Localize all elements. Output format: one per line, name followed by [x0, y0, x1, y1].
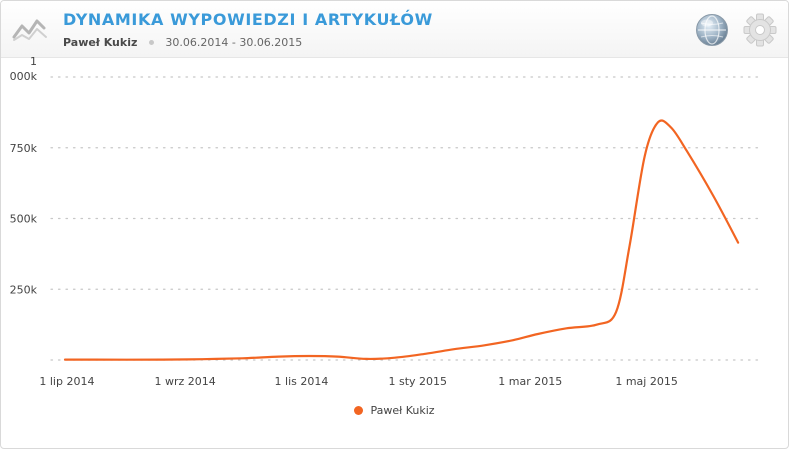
date-range: 30.06.2014 - 30.06.2015	[165, 36, 303, 49]
globe-icon[interactable]	[695, 13, 729, 47]
y-tick-label-top: 1	[30, 57, 37, 68]
x-tick-label: 1 sty 2015	[388, 375, 447, 388]
author-name: Paweł Kukiz	[63, 36, 138, 49]
y-tick-label-bottom: 000k	[10, 70, 38, 83]
trend-chart-icon	[12, 19, 47, 41]
series-line[interactable]	[63, 119, 740, 361]
line-chart: 250k 500k 750k 1 000k 1 lip 2014 1 wrz 2014 1 …	[10, 57, 764, 388]
separator-dot	[148, 40, 154, 45]
gear-icon[interactable]	[742, 12, 778, 48]
legend-swatch	[354, 406, 364, 415]
y-tick-label: 750k	[10, 142, 38, 155]
y-tick-label: 250k	[10, 283, 38, 296]
legend-series-label: Paweł Kukiz	[370, 404, 435, 417]
x-tick-label: 1 wrz 2014	[154, 375, 215, 388]
x-tick-label: 1 maj 2015	[615, 375, 678, 388]
chart-title: DYNAMIKA WYPOWIEDZI I ARTYKUŁÓW	[63, 10, 433, 29]
chart-legend[interactable]: Paweł Kukiz	[1, 404, 788, 417]
y-tick-label: 500k	[10, 213, 38, 226]
x-tick-label: 1 lis 2014	[275, 375, 329, 388]
chart-subtitle: Paweł Kukiz 30.06.2014 - 30.06.2015	[63, 36, 302, 49]
x-tick-label: 1 lip 2014	[39, 375, 94, 388]
x-tick-label: 1 mar 2015	[498, 375, 562, 388]
widget-header: DYNAMIKA WYPOWIEDZI I ARTYKUŁÓW Paweł Ku…	[1, 1, 788, 58]
